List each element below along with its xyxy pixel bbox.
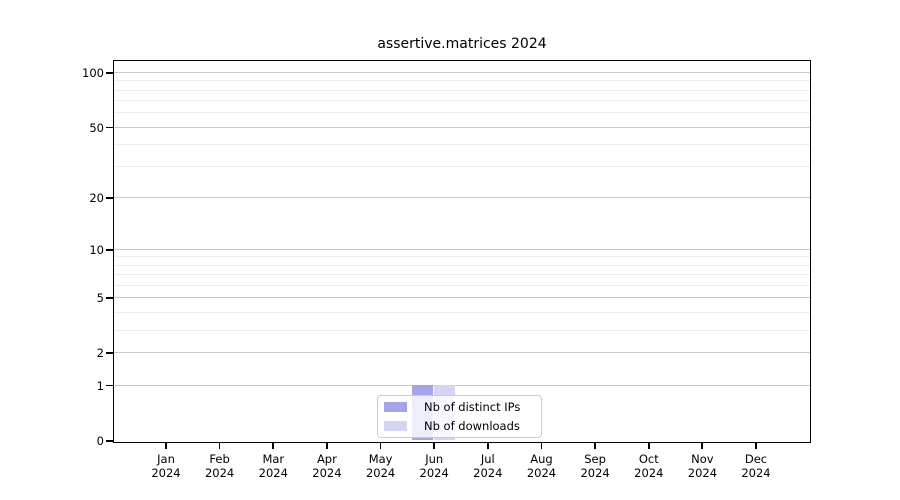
x-tick-label: Oct 2024 — [634, 452, 664, 480]
major-gridline — [114, 126, 810, 128]
chart-title: assertive.matrices 2024 — [377, 36, 547, 52]
legend-item-downloads: Nb of downloads — [378, 417, 541, 435]
y-tick-label: 5 — [96, 291, 104, 306]
y-tick-mark — [106, 352, 113, 355]
legend-swatch-downloads — [384, 421, 407, 432]
major-gridline — [114, 384, 810, 386]
minor-gridline — [114, 264, 810, 266]
x-tick-label: Nov 2024 — [687, 452, 718, 480]
y-tick-label: 100 — [82, 66, 104, 80]
minor-gridline — [114, 112, 810, 114]
x-tick-label: Jul 2024 — [473, 452, 503, 480]
x-tick-mark — [755, 442, 757, 449]
x-tick-label: May 2024 — [365, 452, 396, 480]
major-gridline — [114, 197, 810, 199]
legend-label-downloads: Nb of downloads — [424, 419, 520, 434]
plot-area — [113, 60, 811, 443]
x-tick-label: Aug 2024 — [526, 452, 557, 480]
legend: Nb of distinct IPs Nb of downloads — [377, 395, 542, 438]
y-tick-label: 1 — [96, 378, 104, 393]
minor-gridline — [114, 166, 810, 168]
minor-gridline — [114, 311, 810, 313]
x-tick-mark — [594, 442, 596, 449]
y-tick-mark — [106, 72, 113, 74]
major-gridline — [114, 248, 810, 250]
legend-swatch-distinct-ips — [384, 401, 407, 412]
y-tick-mark — [106, 126, 113, 129]
x-tick-mark — [165, 442, 167, 449]
minor-gridline — [114, 89, 810, 91]
y-tick-label: 10 — [89, 242, 104, 257]
x-tick-label: Jan 2024 — [151, 452, 181, 480]
x-tick-mark — [325, 442, 328, 449]
x-tick-mark — [486, 442, 489, 449]
x-tick-mark — [647, 442, 650, 449]
major-gridline — [114, 352, 810, 354]
x-tick-label: Jun 2024 — [419, 452, 449, 480]
x-tick-mark — [272, 442, 275, 449]
y-tick-mark — [106, 384, 113, 387]
x-tick-mark — [379, 442, 382, 449]
major-gridline — [114, 72, 810, 73]
x-tick-label: Feb 2024 — [204, 452, 235, 480]
minor-gridline — [114, 256, 810, 258]
x-tick-mark — [433, 442, 435, 449]
minor-gridline — [114, 274, 810, 276]
minor-gridline — [114, 100, 810, 102]
minor-gridline — [114, 143, 810, 145]
major-gridline — [114, 297, 810, 299]
x-tick-label: Dec 2024 — [741, 452, 771, 480]
y-tick-label: 20 — [89, 191, 104, 206]
y-tick-label: 50 — [89, 120, 104, 135]
minor-gridline — [114, 284, 810, 286]
y-tick-mark — [106, 197, 113, 200]
minor-gridline — [114, 329, 810, 331]
x-tick-mark — [218, 442, 221, 449]
y-tick-mark — [106, 440, 113, 442]
y-tick-mark — [106, 297, 113, 299]
x-tick-mark — [540, 442, 543, 449]
y-tick-mark — [106, 248, 113, 251]
x-tick-mark — [701, 442, 704, 449]
x-tick-label: Mar 2024 — [258, 452, 288, 480]
x-tick-label: Apr 2024 — [312, 452, 342, 480]
y-tick-label: 2 — [96, 346, 104, 361]
legend-item-distinct-ips: Nb of distinct IPs — [378, 398, 541, 416]
legend-label-distinct-ips: Nb of distinct IPs — [424, 399, 521, 414]
x-tick-label: Sep 2024 — [580, 452, 610, 480]
minor-gridline — [114, 80, 810, 82]
y-tick-label: 0 — [96, 434, 104, 448]
